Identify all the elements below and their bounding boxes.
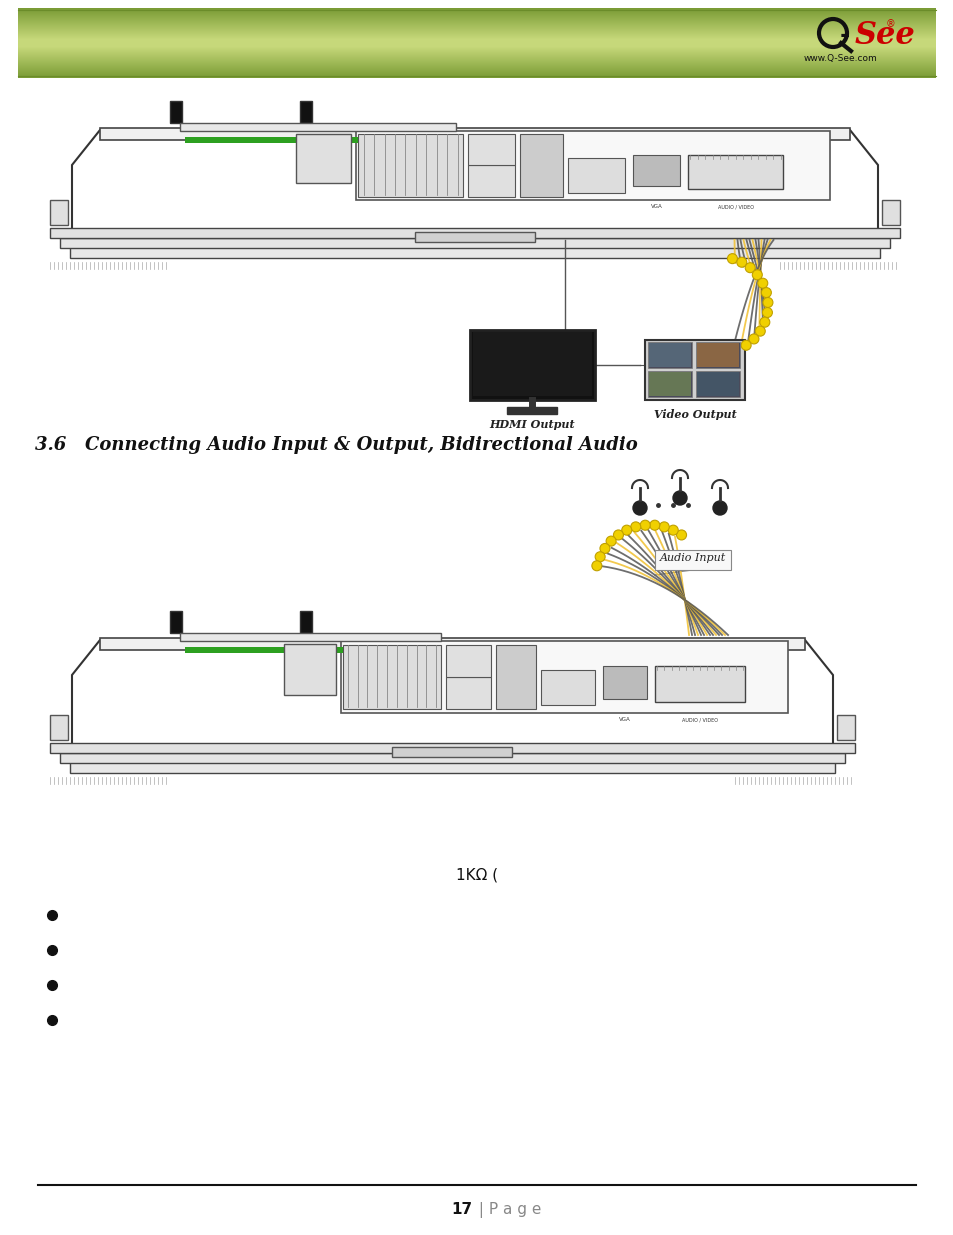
Circle shape xyxy=(599,543,609,553)
Bar xyxy=(358,133,462,196)
Bar xyxy=(356,131,830,200)
Circle shape xyxy=(621,525,631,535)
Text: www.Q-See.com: www.Q-See.com xyxy=(803,53,877,63)
Text: Video Output: Video Output xyxy=(653,409,736,420)
Bar xyxy=(170,101,182,124)
Bar xyxy=(540,669,594,705)
Bar xyxy=(647,342,691,368)
Bar xyxy=(180,634,440,641)
Bar xyxy=(170,611,182,634)
Bar xyxy=(467,133,515,165)
Bar xyxy=(519,133,562,196)
Text: AUDIO / VIDEO: AUDIO / VIDEO xyxy=(681,718,718,722)
Circle shape xyxy=(761,308,772,317)
Bar xyxy=(836,715,854,740)
Circle shape xyxy=(605,536,616,546)
Circle shape xyxy=(659,522,669,532)
Bar xyxy=(50,715,68,740)
Bar xyxy=(299,611,312,634)
Bar xyxy=(446,677,490,709)
Bar xyxy=(655,666,744,701)
Bar xyxy=(50,200,68,225)
Bar xyxy=(60,753,844,763)
Bar xyxy=(70,761,834,773)
Circle shape xyxy=(748,333,759,343)
Circle shape xyxy=(760,288,771,298)
Text: See: See xyxy=(854,20,915,51)
Bar xyxy=(342,645,440,709)
Text: 1KΩ (: 1KΩ ( xyxy=(456,867,497,883)
Circle shape xyxy=(633,501,646,515)
Text: 3.6   Connecting Audio Input & Output, Bidirectional Audio: 3.6 Connecting Audio Input & Output, Bid… xyxy=(35,436,638,454)
Bar xyxy=(507,408,557,414)
Bar xyxy=(567,158,624,193)
Bar xyxy=(473,332,592,396)
Circle shape xyxy=(744,263,755,273)
Circle shape xyxy=(762,298,772,308)
Bar xyxy=(647,370,691,396)
Text: Audio Input: Audio Input xyxy=(659,553,725,563)
Text: AUDIO / VIDEO: AUDIO / VIDEO xyxy=(717,204,753,209)
Bar xyxy=(655,550,730,571)
Circle shape xyxy=(649,520,659,530)
Bar xyxy=(299,101,312,124)
Bar xyxy=(70,246,879,258)
Circle shape xyxy=(752,269,761,280)
Bar xyxy=(644,340,744,400)
Circle shape xyxy=(667,525,678,535)
Circle shape xyxy=(676,530,686,540)
Bar xyxy=(697,343,739,367)
Bar xyxy=(648,372,690,396)
Circle shape xyxy=(726,253,737,263)
Bar xyxy=(283,645,335,695)
Bar xyxy=(648,343,690,367)
Bar xyxy=(882,200,899,225)
Text: VGA: VGA xyxy=(650,204,661,209)
Text: HDMI Output: HDMI Output xyxy=(489,419,575,430)
Text: ®: ® xyxy=(885,19,895,28)
Text: 17: 17 xyxy=(451,1203,472,1218)
Bar xyxy=(185,137,379,143)
Circle shape xyxy=(639,520,650,530)
Text: | P a g e: | P a g e xyxy=(474,1202,540,1218)
Circle shape xyxy=(613,530,623,540)
Bar xyxy=(496,645,536,709)
Text: -: - xyxy=(839,23,849,47)
Circle shape xyxy=(740,341,750,351)
Bar xyxy=(100,128,849,140)
Bar xyxy=(60,238,889,248)
Bar xyxy=(50,228,899,238)
Bar xyxy=(185,647,365,653)
Circle shape xyxy=(736,257,746,267)
Bar xyxy=(632,154,679,186)
Bar xyxy=(696,342,740,368)
Circle shape xyxy=(712,501,726,515)
Bar xyxy=(696,370,740,396)
Bar xyxy=(697,372,739,396)
Circle shape xyxy=(755,326,764,336)
Circle shape xyxy=(672,492,686,505)
Bar xyxy=(340,641,787,713)
Circle shape xyxy=(595,552,604,562)
Bar xyxy=(415,232,535,242)
Circle shape xyxy=(591,561,601,571)
Bar xyxy=(687,154,782,189)
Bar xyxy=(467,165,515,196)
Bar xyxy=(50,743,854,753)
Bar xyxy=(446,645,490,677)
Bar xyxy=(602,666,647,699)
Bar xyxy=(392,747,512,757)
Bar xyxy=(295,133,351,183)
Bar xyxy=(470,330,595,400)
Circle shape xyxy=(757,278,767,288)
Text: VGA: VGA xyxy=(618,718,630,722)
Bar xyxy=(100,638,804,650)
Circle shape xyxy=(630,522,640,532)
Circle shape xyxy=(759,317,769,327)
Bar xyxy=(180,124,456,131)
